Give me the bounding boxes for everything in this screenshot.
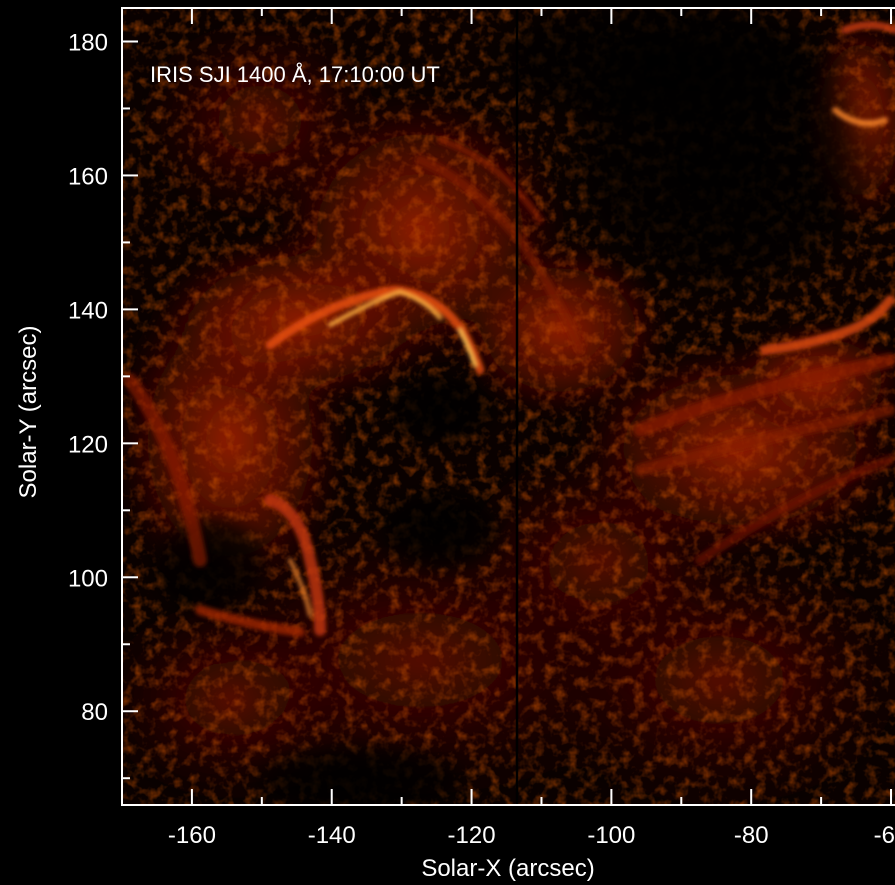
y-tick-label: 160: [68, 163, 108, 190]
y-tick-label: 180: [68, 29, 108, 56]
x-axis-ticks: -160 -140 -120 -100 -80 -60: [168, 8, 895, 849]
x-tick-label: -100: [587, 822, 635, 849]
x-tick-label: -120: [448, 822, 496, 849]
axes-frame: [121, 7, 895, 806]
x-tick-label: -80: [734, 822, 769, 849]
y-tick-label: 80: [81, 699, 108, 726]
solar-image: [123, 8, 895, 805]
image-annotation: IRIS SJI 1400 Å, 17:10:00 UT: [150, 62, 440, 87]
x-tick-label: -160: [168, 822, 216, 849]
x-tick-label: -140: [308, 822, 356, 849]
y-axis-ticks: 80 100 120 140 160 180: [68, 29, 138, 780]
y-tick-label: 140: [68, 297, 108, 324]
y-axis-title: Solar-Y (arcsec): [15, 326, 42, 499]
x-axis-title: Solar-X (arcsec): [421, 855, 594, 882]
y-tick-label: 120: [68, 431, 108, 458]
y-tick-label: 100: [68, 565, 108, 592]
x-tick-label: -60: [874, 822, 895, 849]
